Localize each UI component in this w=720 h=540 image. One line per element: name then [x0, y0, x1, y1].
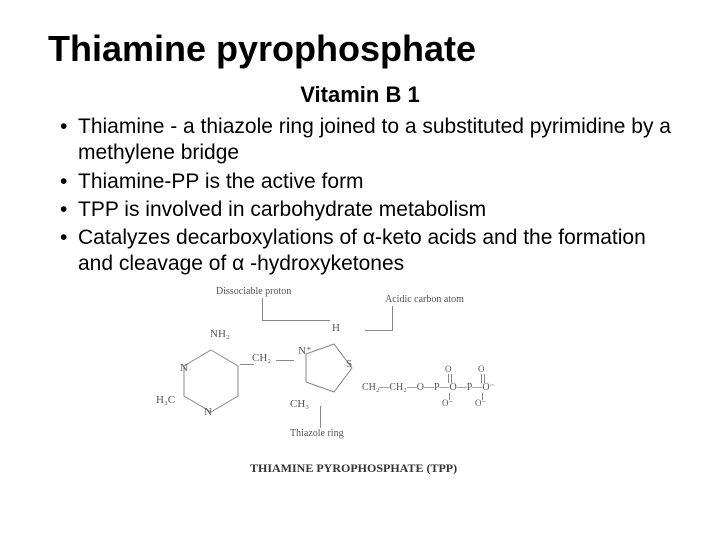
slide-title: Thiamine pyrophosphate [48, 28, 672, 70]
bullet-item: Thiamine - a thiazole ring joined to a s… [60, 114, 672, 167]
atom-nh2: NH₂ [210, 328, 230, 340]
label-dissociable-proton: Dissociable proton [216, 286, 291, 297]
tpp-structure-diagram: Dissociable proton Acidic carbon atom NH… [170, 286, 550, 476]
bullet-item: Thiamine-PP is the active form [60, 169, 672, 195]
bond-line [482, 393, 483, 400]
bond-line [448, 374, 449, 383]
atom-o-top: O [478, 364, 485, 374]
diagram-caption: THIAMINE PYROPHOSPHATE (TPP) [250, 461, 457, 476]
atom-n: N [180, 362, 188, 374]
atom-s: S [346, 358, 352, 370]
atom-h: H [332, 322, 340, 334]
atom-o-bot: O⁻ [442, 398, 453, 409]
annotation-line [392, 306, 393, 330]
annotation-line [262, 298, 263, 320]
atom-n: N [204, 406, 212, 418]
diagram-container: Dissociable proton Acidic carbon atom NH… [48, 286, 672, 476]
bond-line [481, 374, 482, 383]
atom-ch3: CH₃ [290, 398, 309, 410]
bullet-item: Catalyzes decarboxylations of α-keto aci… [60, 225, 672, 278]
bullet-item: TPP is involved in carbohydrate metaboli… [60, 197, 672, 223]
slide-subtitle: Vitamin B 1 [48, 82, 672, 108]
bond-line [484, 374, 485, 383]
atom-o-top: O [445, 364, 452, 374]
bond-line [276, 360, 294, 361]
annotation-line [365, 330, 393, 331]
atom-o-bot: O⁻ [475, 398, 486, 409]
label-acidic-carbon: Acidic carbon atom [385, 294, 464, 305]
atom-ch2-bridge: CH₂ [252, 352, 271, 364]
bond-line [240, 364, 254, 365]
atom-h3c: H₃C [156, 394, 175, 406]
bullet-list: Thiamine - a thiazole ring joined to a s… [48, 114, 672, 278]
label-thiazole-ring: Thiazole ring [290, 428, 344, 439]
atom-chain: CH₂—CH₂—O—P—O—P—O⁻ [362, 382, 495, 393]
atom-n-plus: N⁺ [298, 344, 312, 357]
bond-line [451, 374, 452, 383]
annotation-line [262, 320, 330, 321]
annotation-line [320, 406, 321, 428]
bond-line [449, 393, 450, 400]
